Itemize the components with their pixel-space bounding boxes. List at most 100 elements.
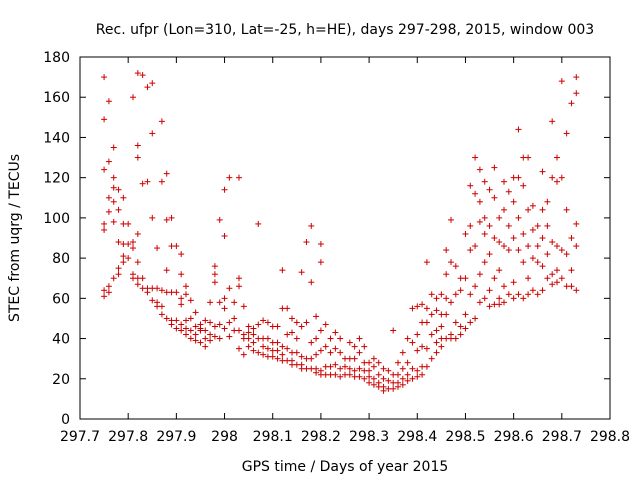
data-point bbox=[414, 373, 421, 380]
data-point bbox=[274, 323, 281, 330]
data-point bbox=[414, 347, 421, 354]
data-point bbox=[173, 289, 180, 296]
data-point bbox=[457, 287, 464, 294]
data-point bbox=[370, 355, 377, 362]
data-point bbox=[216, 321, 223, 328]
data-point bbox=[361, 375, 368, 382]
data-points bbox=[101, 70, 580, 394]
data-point bbox=[525, 291, 532, 298]
data-point bbox=[375, 371, 382, 378]
data-point bbox=[573, 287, 580, 294]
data-point bbox=[231, 299, 238, 306]
data-point bbox=[486, 222, 493, 229]
data-point bbox=[255, 220, 262, 227]
data-point bbox=[250, 325, 257, 332]
data-point bbox=[303, 239, 310, 246]
x-tick-label: 298.4 bbox=[397, 429, 437, 445]
data-point bbox=[481, 178, 488, 185]
data-point bbox=[293, 349, 300, 356]
x-tick-label: 298.8 bbox=[590, 429, 630, 445]
data-point bbox=[375, 359, 382, 366]
data-point bbox=[163, 216, 170, 223]
data-point bbox=[115, 239, 122, 246]
data-point bbox=[154, 245, 161, 252]
data-point bbox=[139, 275, 146, 282]
chart-title: Rec. ufpr (Lon=310, Lat=-25, h=HE), days… bbox=[96, 22, 594, 38]
data-point bbox=[289, 329, 295, 336]
data-point bbox=[173, 317, 180, 324]
data-point bbox=[178, 327, 185, 334]
data-point bbox=[178, 271, 185, 278]
data-point bbox=[525, 243, 532, 250]
y-axis-label: STEC from uqrg / TECUs bbox=[7, 154, 23, 322]
data-point bbox=[105, 194, 112, 201]
data-point bbox=[120, 259, 127, 266]
y-tick-label: 20 bbox=[52, 372, 70, 388]
data-point bbox=[183, 325, 189, 332]
data-point bbox=[317, 327, 324, 334]
data-point bbox=[399, 349, 406, 356]
data-point bbox=[313, 351, 320, 358]
data-point bbox=[423, 345, 430, 352]
data-point bbox=[573, 90, 580, 97]
data-point bbox=[428, 311, 435, 318]
data-point bbox=[505, 188, 512, 195]
data-point bbox=[549, 118, 556, 125]
data-point bbox=[125, 241, 132, 248]
data-point bbox=[255, 349, 262, 356]
data-point bbox=[327, 363, 334, 370]
data-point bbox=[385, 367, 392, 374]
data-point bbox=[226, 285, 233, 292]
data-point bbox=[154, 285, 161, 292]
data-point bbox=[356, 335, 363, 342]
data-point bbox=[395, 371, 401, 378]
data-point bbox=[149, 80, 156, 87]
data-point bbox=[284, 305, 291, 312]
data-point bbox=[120, 194, 127, 201]
data-point bbox=[168, 321, 175, 328]
data-point bbox=[211, 279, 218, 286]
data-point bbox=[356, 373, 363, 380]
data-point bbox=[443, 247, 450, 254]
data-point bbox=[149, 130, 156, 137]
data-point bbox=[332, 345, 339, 352]
data-point bbox=[216, 299, 223, 306]
data-point bbox=[452, 263, 459, 270]
data-point bbox=[539, 263, 546, 270]
data-point bbox=[539, 287, 546, 294]
data-point bbox=[216, 216, 223, 223]
data-point bbox=[173, 325, 180, 332]
data-point bbox=[130, 245, 136, 252]
data-point bbox=[568, 100, 575, 107]
data-point bbox=[481, 295, 488, 302]
data-point bbox=[187, 327, 194, 334]
data-point bbox=[144, 84, 151, 91]
data-point bbox=[414, 303, 421, 310]
y-tick-label: 180 bbox=[43, 50, 70, 66]
data-point bbox=[366, 379, 373, 386]
data-point bbox=[448, 259, 454, 266]
data-point bbox=[496, 214, 503, 221]
x-tick-label: 298.2 bbox=[301, 429, 341, 445]
data-point bbox=[520, 182, 527, 189]
data-point bbox=[448, 216, 454, 223]
data-point bbox=[496, 301, 503, 308]
data-point bbox=[404, 335, 411, 342]
y-tick-label: 80 bbox=[52, 251, 70, 267]
data-point bbox=[419, 301, 426, 308]
data-point bbox=[554, 178, 560, 185]
data-point bbox=[158, 303, 165, 310]
data-point bbox=[443, 271, 450, 278]
data-point bbox=[221, 295, 228, 302]
data-point bbox=[462, 275, 469, 282]
data-point bbox=[130, 94, 136, 101]
data-point bbox=[390, 327, 397, 334]
data-point bbox=[370, 375, 377, 382]
data-point bbox=[211, 271, 218, 278]
data-point bbox=[520, 295, 527, 302]
data-point bbox=[529, 287, 536, 294]
data-point bbox=[505, 247, 512, 254]
data-point bbox=[264, 345, 271, 352]
data-point bbox=[544, 251, 551, 258]
data-point bbox=[346, 365, 353, 372]
